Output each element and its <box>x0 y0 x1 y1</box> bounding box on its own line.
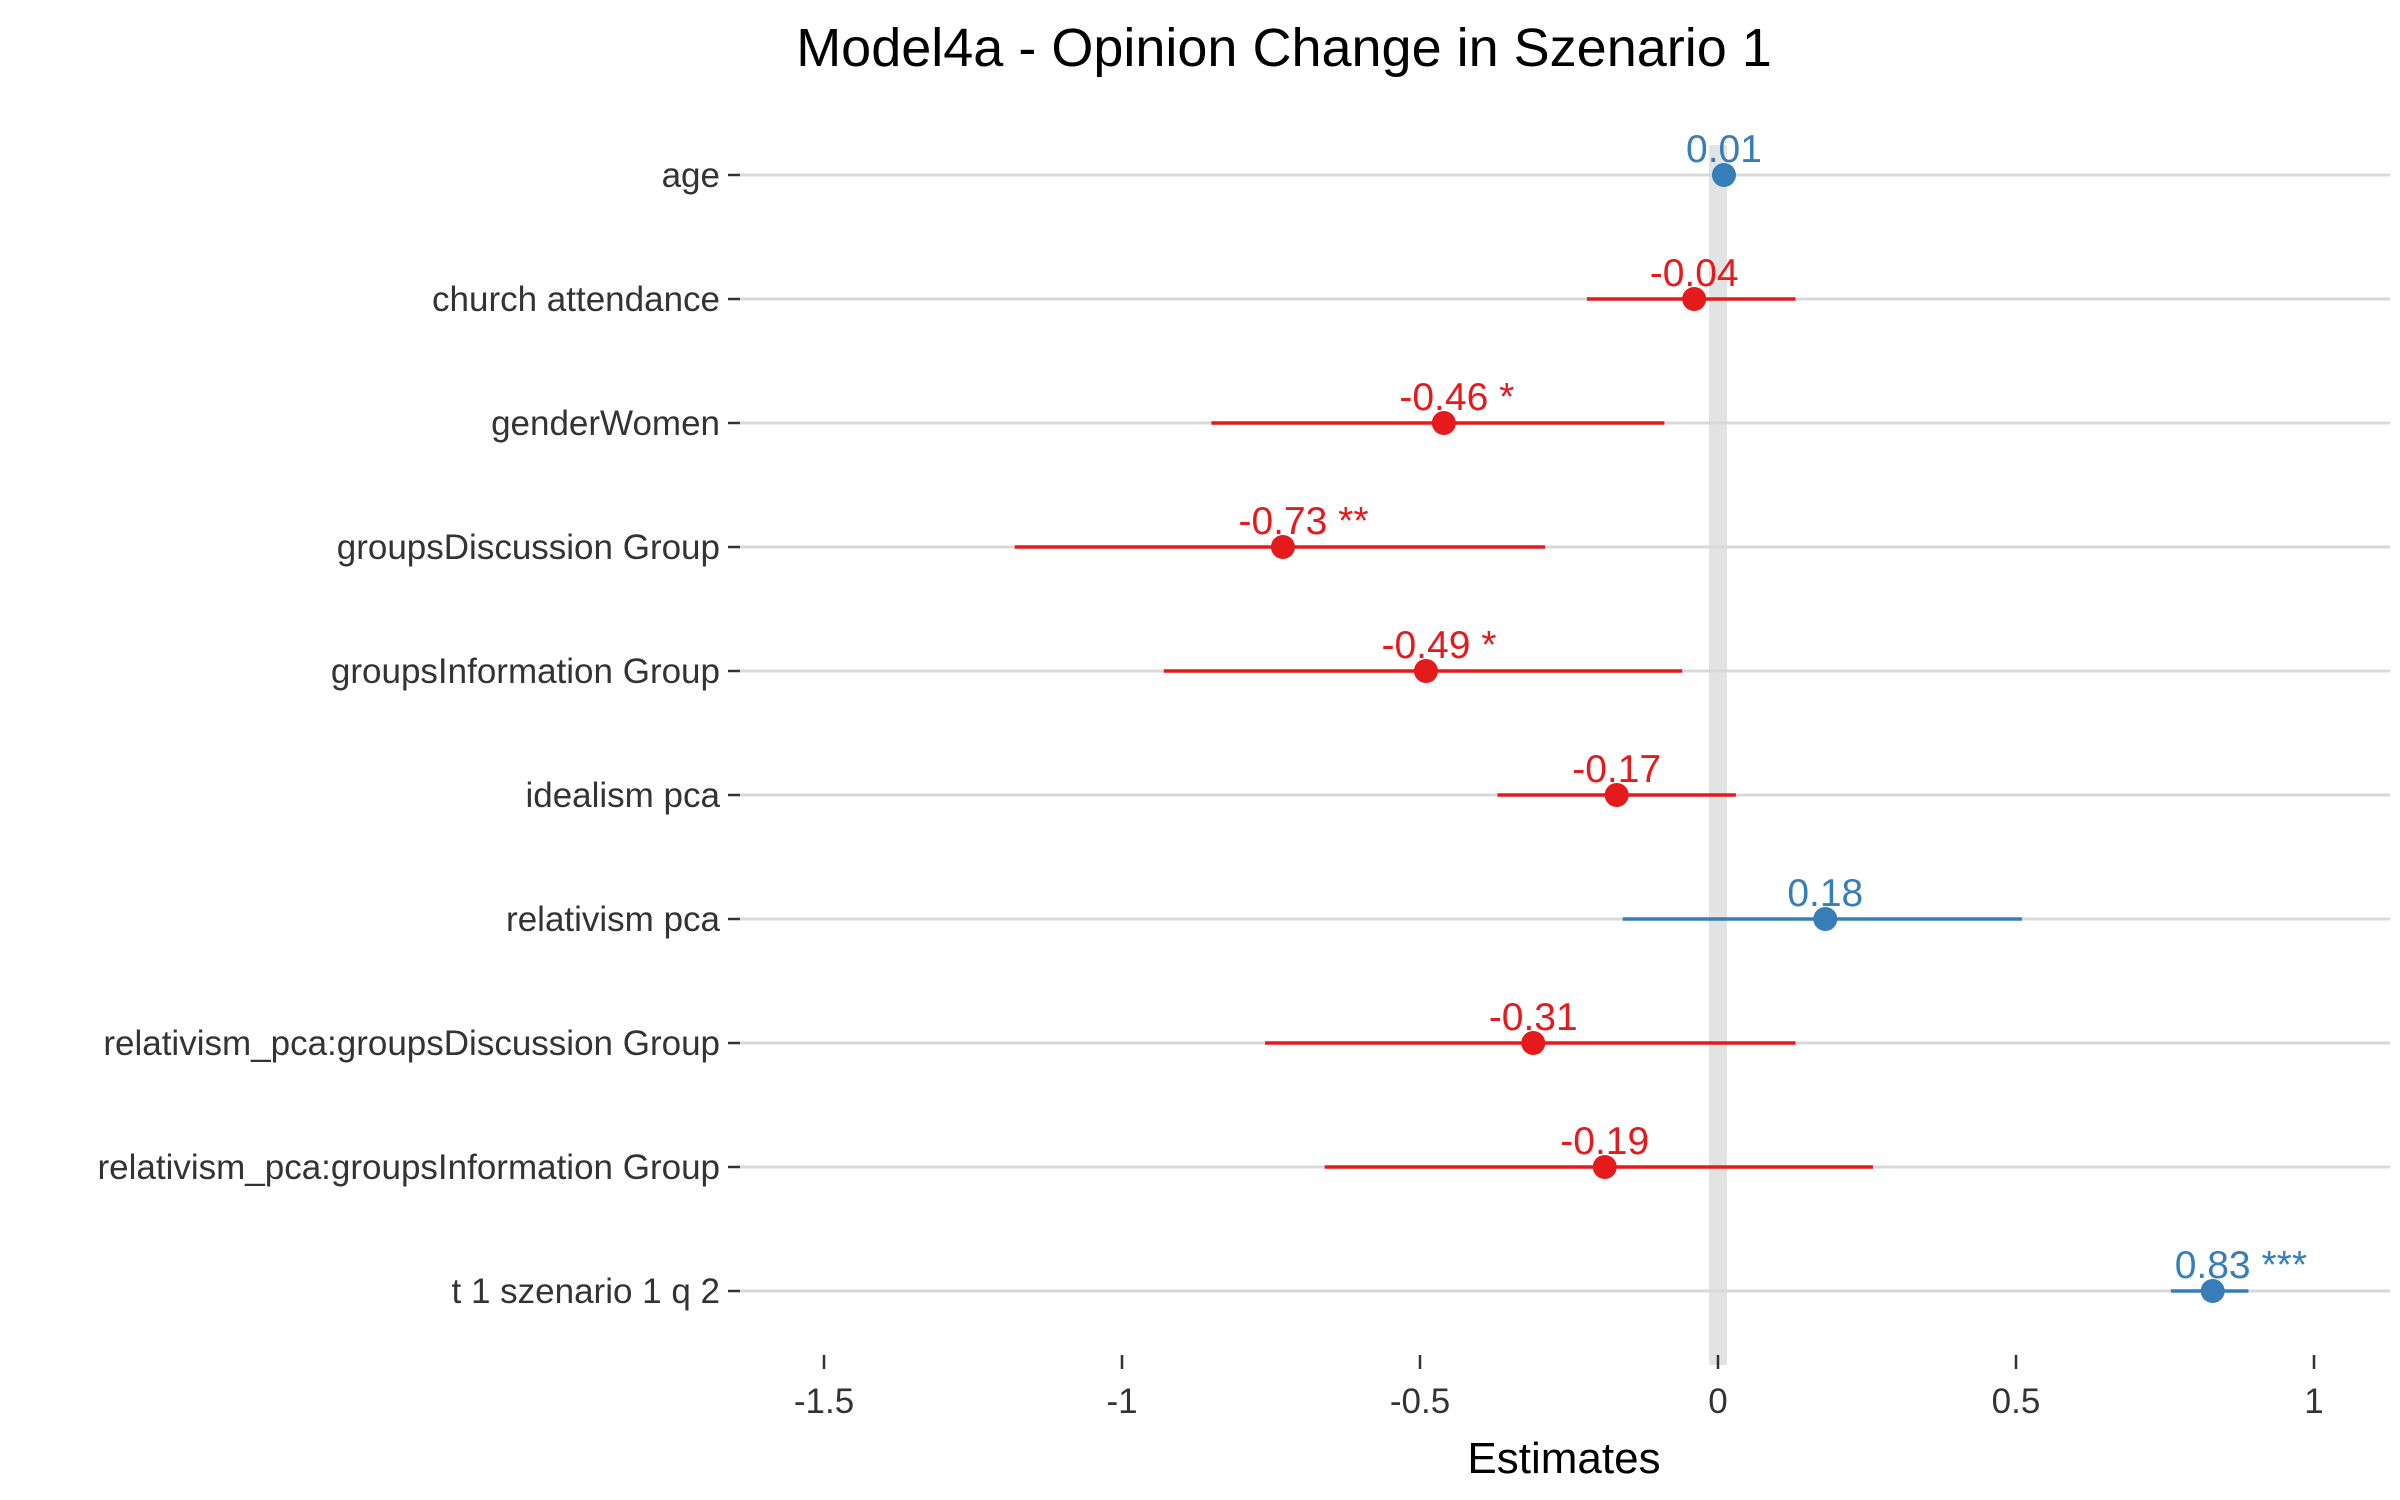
y-tick-label: t 1 szenario 1 q 2 <box>452 1272 721 1311</box>
y-tick-label: groupsInformation Group <box>331 652 720 691</box>
estimate-label: -0.31 <box>1489 996 1578 1039</box>
estimate-point <box>1711 163 1736 187</box>
zero-reference-line <box>1709 145 1727 1365</box>
estimate-point <box>1682 287 1707 311</box>
estimate-point <box>1604 783 1629 807</box>
y-tick-label: relativism_pca:groupsDiscussion Group <box>103 1024 720 1063</box>
estimate-label: 0.01 <box>1686 128 1762 171</box>
estimate-point <box>1592 1155 1617 1179</box>
estimate-label: -0.46 * <box>1399 376 1514 419</box>
plot-area: age 0.01 church attendance -0.04 genderWomen… <box>97 128 2390 1421</box>
y-tick-label: genderWomen <box>491 404 720 443</box>
y-tick-label: relativism_pca:groupsInformation Group <box>97 1148 720 1187</box>
x-tick-label: 0 <box>1708 1382 1727 1421</box>
chart-title: Model4a - Opinion Change in Szenario 1 <box>796 18 1772 78</box>
x-tick-label: -1.5 <box>794 1382 854 1421</box>
x-tick-label: 0.5 <box>1992 1382 2041 1421</box>
estimate-point <box>1431 411 1456 435</box>
estimate-point <box>2200 1279 2225 1303</box>
estimate-label: -0.73 ** <box>1238 500 1368 543</box>
x-tick-label: 1 <box>2304 1382 2323 1421</box>
y-tick-label: groupsDiscussion Group <box>337 528 720 567</box>
estimate-label: -0.17 <box>1572 748 1661 791</box>
x-axis-title: Estimates <box>1467 1434 1660 1483</box>
estimate-label: 0.83 *** <box>2175 1244 2307 1287</box>
estimate-point <box>1270 535 1295 559</box>
estimate-point <box>1813 907 1838 931</box>
estimate-point <box>1413 659 1438 683</box>
y-tick-label: church attendance <box>432 280 720 319</box>
y-tick-label: age <box>662 156 720 195</box>
estimate-label: -0.19 <box>1560 1120 1649 1163</box>
x-tick-label: -1 <box>1106 1382 1137 1421</box>
estimate-label: 0.18 <box>1787 872 1863 915</box>
estimate-label: -0.49 * <box>1382 624 1497 667</box>
estimate-label: -0.04 <box>1650 252 1739 295</box>
y-tick-label: idealism pca <box>525 776 720 815</box>
estimate-point <box>1521 1031 1546 1055</box>
y-tick-label: relativism pca <box>506 900 720 939</box>
x-tick-label: -0.5 <box>1390 1382 1450 1421</box>
